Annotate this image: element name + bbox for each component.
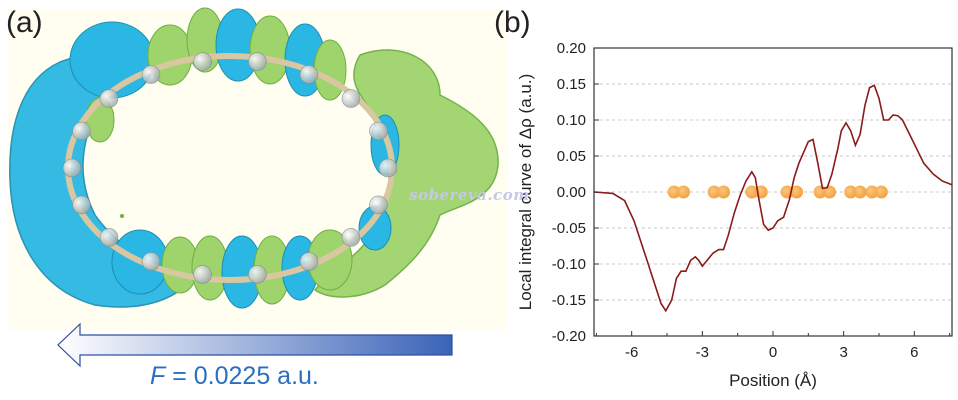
- y-axis-label: Local integral curve of Δρ (a.u.): [516, 74, 535, 310]
- carbon-atom: [72, 121, 91, 141]
- x-tick-label: -6: [625, 344, 638, 361]
- x-tick-label: 0: [769, 344, 777, 361]
- atom-marker: [677, 185, 690, 199]
- x-axis: -6 -3 0 3 6: [595, 331, 951, 361]
- y-axis: -0.20 -0.15 -0.10 -0.05 0.00 0.05 0.10 0.15 0.20: [552, 40, 599, 345]
- x-tick-label: 6: [910, 344, 918, 361]
- y-tick-label: 0.20: [557, 40, 586, 57]
- atom-marker: [790, 185, 804, 199]
- atom-markers: [667, 185, 888, 199]
- y-tick-label: 0.15: [557, 76, 586, 93]
- carbon-atom: [62, 158, 82, 178]
- atom-marker: [717, 185, 731, 199]
- y-tick-label: -0.15: [552, 292, 586, 309]
- x-tick-label: -3: [696, 344, 709, 361]
- atom-marker: [823, 185, 837, 199]
- carbon-atom: [248, 265, 267, 284]
- bottom-lobes: [111, 229, 353, 309]
- carbon-atom: [369, 195, 388, 215]
- plot-area: [594, 48, 952, 336]
- y-tick-label: 0.05: [557, 148, 586, 165]
- carbon-atom: [193, 265, 212, 284]
- carbon-atom: [141, 252, 161, 271]
- y-tick-label: 0.10: [557, 112, 586, 129]
- carbon-atom: [72, 195, 91, 215]
- atom-marker: [844, 185, 858, 199]
- carbon-atom: [378, 158, 398, 178]
- atom-marker: [865, 185, 879, 199]
- atom-marker: [874, 185, 888, 199]
- carbon-atom: [341, 89, 361, 108]
- y-tick-label: -0.05: [552, 220, 586, 237]
- carbon-atom: [193, 52, 212, 71]
- ring-atoms: [62, 52, 398, 284]
- carbon-atom: [141, 65, 161, 84]
- atom-marker: [745, 185, 759, 199]
- field-caption: F = 0.0225 a.u.: [150, 362, 420, 391]
- chart: -6 -3 0 3 6 -0.20 -0.15 -0.10 -0.05 0.00 0.05 0.10…: [516, 40, 953, 390]
- atom-marker: [853, 185, 867, 199]
- carbon-atom: [341, 228, 361, 247]
- series-line: [593, 84, 953, 313]
- y-tick-label: -0.10: [552, 256, 586, 273]
- field-symbol: F: [150, 362, 166, 390]
- x-axis-label: Position (Å): [729, 371, 817, 390]
- carbon-atom: [299, 252, 319, 271]
- carbon-atom: [99, 89, 119, 108]
- panel-label-b: (b): [494, 6, 531, 39]
- y-tick-label: 0.00: [557, 184, 586, 201]
- y-tick-label: -0.20: [552, 328, 586, 345]
- carbon-atom: [248, 52, 267, 71]
- carbon-atom: [299, 65, 319, 84]
- carbon-atom: [369, 121, 388, 141]
- isosurface-image: [8, 7, 508, 368]
- atom-marker: [707, 185, 721, 199]
- carbon-atom: [99, 228, 119, 247]
- tiny-green-lobe: [120, 214, 124, 218]
- watermark: sobereva.com: [409, 186, 530, 204]
- panel-label-a: (a): [6, 6, 43, 39]
- atom-marker: [667, 185, 681, 199]
- x-tick-label: 3: [839, 344, 847, 361]
- field-arrow: [57, 322, 453, 368]
- field-value: = 0.0225 a.u.: [165, 362, 319, 390]
